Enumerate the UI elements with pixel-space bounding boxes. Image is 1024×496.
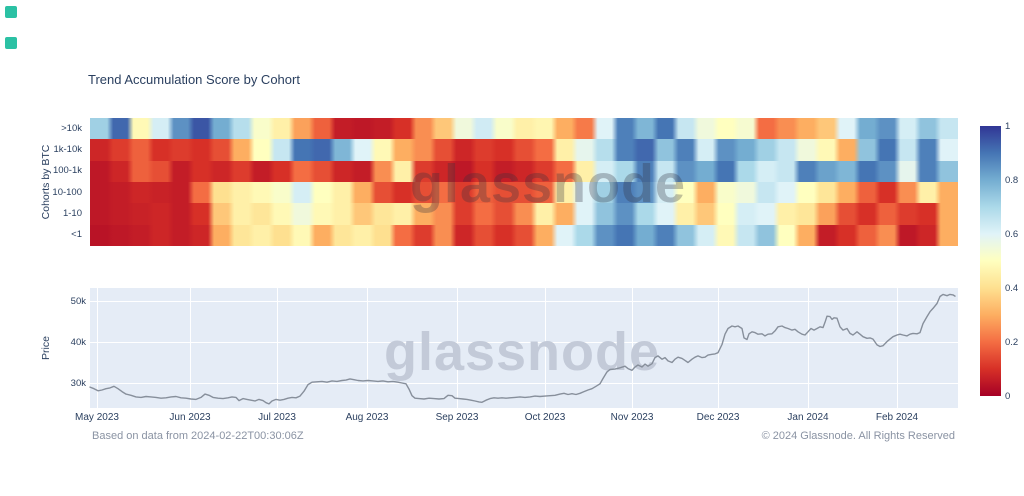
heatmap-row: [90, 181, 958, 204]
colorbar-tick-label: 0.6: [1005, 229, 1019, 240]
colorbar-tick-label: 1: [1005, 121, 1011, 132]
heatmap-row-label: 10-100: [52, 186, 82, 198]
price-plot[interactable]: [90, 288, 958, 408]
glassnode-logo-square-bottom[interactable]: [5, 37, 17, 49]
heatmap-row: [90, 139, 958, 161]
heatmap-row: [90, 160, 958, 182]
vertical-gridline: [457, 288, 458, 408]
x-axis-tick-label: Aug 2023: [345, 412, 389, 423]
vertical-gridline: [897, 288, 898, 408]
colorbar-tick-label: 0: [1005, 391, 1011, 402]
heatmap-row: [90, 224, 958, 246]
x-axis-tick-label: Oct 2023: [524, 412, 566, 423]
x-axis-tick-label: Nov 2023: [610, 412, 654, 423]
x-axis-tick-label: Sep 2023: [435, 412, 479, 423]
x-axis-tick-label: Jul 2023: [258, 412, 296, 423]
vertical-gridline: [718, 288, 719, 408]
x-axis-tick-label: Feb 2024: [875, 412, 919, 423]
x-axis-tick-label: May 2023: [75, 412, 119, 423]
colorbar-tick-label: 0.4: [1005, 283, 1019, 294]
horizontal-gridline: [90, 383, 958, 384]
price-y-tick-label: 50k: [70, 296, 86, 307]
vertical-gridline: [190, 288, 191, 408]
x-axis-tick-label: Jan 2024: [787, 412, 829, 423]
glassnode-logo-square-top[interactable]: [5, 6, 17, 18]
chart-title: Trend Accumulation Score by Cohort: [88, 72, 300, 87]
vertical-gridline: [277, 288, 278, 408]
colorbar-tick-label: 0.8: [1005, 175, 1019, 186]
horizontal-gridline: [90, 342, 958, 343]
price-y-tick-label: 30k: [70, 378, 86, 389]
colorbar-tick-label: 0.2: [1005, 337, 1019, 348]
data-timestamp: Based on data from 2024-02-22T00:30:06Z: [92, 430, 304, 442]
x-axis-tick-label: Dec 2023: [696, 412, 740, 423]
copyright: © 2024 Glassnode. All Rights Reserved: [761, 430, 955, 442]
heatmap-row-label: 1-10: [62, 208, 82, 219]
heatmap-row-label: <1: [71, 229, 82, 241]
heatmap-row: [90, 203, 958, 225]
price-y-tick-label: 40k: [70, 337, 86, 348]
heatmap-row-label: 100-1k: [52, 165, 82, 177]
horizontal-gridline: [90, 301, 958, 302]
vertical-gridline: [97, 288, 98, 408]
vertical-gridline: [632, 288, 633, 408]
vertical-gridline: [367, 288, 368, 408]
heatmap-row-label: >10k: [61, 122, 82, 134]
vertical-gridline: [808, 288, 809, 408]
heatmap-row-label: 1k-10k: [53, 144, 82, 155]
x-axis-tick-label: Jun 2023: [169, 412, 211, 423]
heatmap-row: [90, 118, 958, 140]
heatmap-plot[interactable]: [90, 118, 958, 246]
colorbar: [980, 126, 1001, 396]
heatmap-row-labels: >10k 1k-10k 100-1k 10-100 1-10 <1: [10, 118, 86, 246]
vertical-gridline: [545, 288, 546, 408]
